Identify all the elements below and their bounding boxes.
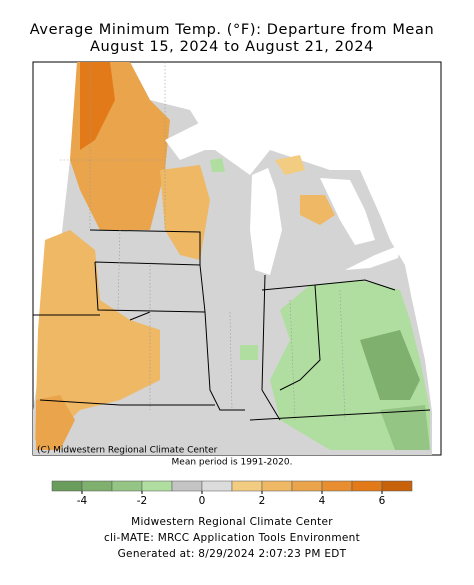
warm-area	[80, 62, 115, 150]
legend-swatch	[381, 480, 413, 492]
legend-swatch	[351, 480, 383, 492]
cool-area	[270, 280, 430, 450]
legend-swatch	[141, 480, 173, 492]
legend-swatch	[111, 480, 143, 492]
footer-line: Midwestern Regional Climate Center	[131, 516, 333, 528]
legend-tick-label: -4	[77, 495, 88, 507]
legend-tick-label: 6	[379, 495, 386, 507]
warm-area	[275, 155, 305, 175]
cool-area	[380, 405, 430, 450]
county-lines	[60, 62, 346, 421]
legend: -4 -2 0 2 4 6	[51, 480, 413, 507]
warm-area	[36, 395, 75, 450]
map: (C) Midwestern Regional Climate Center	[32, 61, 442, 456]
mean-note: Mean period is 1991-2020.	[172, 458, 293, 468]
map-credit: (C) Midwestern Regional Climate Center	[37, 446, 218, 456]
legend-tick-label: 4	[319, 495, 326, 507]
cool-area	[240, 345, 258, 360]
legend-tick-label: 0	[199, 495, 206, 507]
state-lines	[33, 229, 431, 421]
cool-area	[360, 330, 420, 400]
footer-line: Generated at: 8/29/2024 2:07:23 PM EDT	[118, 548, 347, 560]
subtitle: August 15, 2024 to August 21, 2024	[90, 39, 374, 55]
title: Average Minimum Temp. (°F): Departure fr…	[30, 22, 434, 38]
legend-swatch	[231, 480, 263, 492]
legend-swatch	[201, 480, 233, 492]
warm-area	[35, 230, 160, 440]
legend-tick-label: -2	[137, 495, 147, 507]
warm-area	[300, 195, 335, 225]
legend-swatch	[291, 480, 323, 492]
lake-michigan	[250, 168, 282, 275]
lake-huron	[320, 178, 375, 245]
legend-swatch	[261, 480, 293, 492]
warm-area	[160, 165, 210, 260]
lake-superior	[165, 115, 280, 160]
legend-swatch	[51, 480, 83, 492]
legend-swatch	[171, 480, 203, 492]
cool-area	[210, 158, 225, 172]
lake-erie	[345, 245, 400, 270]
legend-swatch	[81, 480, 113, 492]
footer-line: cli-MATE: MRCC Application Tools Environ…	[104, 532, 360, 544]
legend-tick-label: 2	[259, 495, 266, 507]
legend-swatch	[321, 480, 353, 492]
